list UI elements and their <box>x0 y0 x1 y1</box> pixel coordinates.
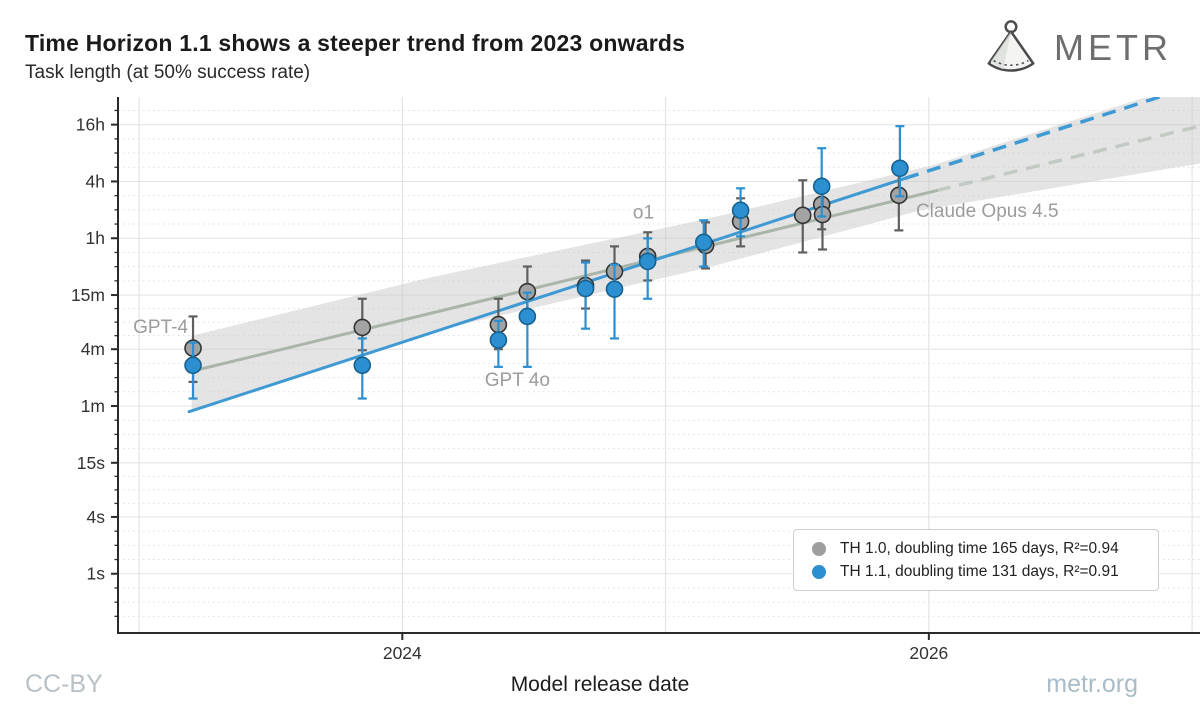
data-point <box>184 356 202 375</box>
confidence-band <box>191 97 1200 411</box>
chart-subtitle: Task length (at 50% success rate) <box>25 62 311 83</box>
annotation-claude-opus-4-5: Claude Opus 4.5 <box>916 201 1059 222</box>
y-tick-label: 4m <box>81 339 105 359</box>
x-tick-label: 2026 <box>909 643 948 663</box>
y-tick-label: 1s <box>87 564 106 584</box>
legend-item-th11: TH 1.1, doubling time 131 days, R²=0.91 <box>804 560 1146 583</box>
data-point <box>353 356 372 375</box>
data-point <box>891 159 909 178</box>
y-tick-label: 15m <box>71 285 105 305</box>
trend-line-solid-TH11 <box>187 176 907 414</box>
y-tick-label: 1m <box>81 396 105 416</box>
x-tick-label: 2024 <box>383 643 422 663</box>
data-point <box>576 279 595 298</box>
chart-legend: TH 1.0, doubling time 165 days, R²=0.94 … <box>793 529 1159 591</box>
license-label: CC-BY <box>25 670 103 698</box>
plot-inner <box>118 97 1200 633</box>
th10-marker-icon <box>812 541 826 556</box>
legend-label-th10: TH 1.0, doubling time 165 days, R²=0.94 <box>840 539 1119 557</box>
data-point <box>812 177 831 196</box>
series-th-1-1 <box>184 125 909 400</box>
page-title: Time Horizon 1.1 shows a steeper trend f… <box>25 30 686 56</box>
metronome-icon <box>987 20 1035 72</box>
annotation-gpt-4o: GPT 4o <box>485 370 550 391</box>
legend-label-th11: TH 1.1, doubling time 131 days, R²=0.91 <box>840 562 1119 580</box>
annotation-gpt-4: GPT-4 <box>133 317 188 338</box>
site-watermark: metr.org <box>1046 670 1138 698</box>
y-tick-label: 16h <box>76 115 105 135</box>
y-tick-label: 1h <box>86 228 105 248</box>
annotation-o1: o1 <box>633 202 654 223</box>
y-tick-label: 4s <box>87 507 106 527</box>
trend-line-solid-TH10 <box>187 189 939 374</box>
y-tick-label: 4h <box>86 171 105 191</box>
metr-brand: METR <box>982 18 1172 78</box>
brand-name: METR <box>1054 27 1172 68</box>
x-axis-title: Model release date <box>510 673 690 696</box>
th11-marker-icon <box>812 564 826 579</box>
data-point <box>353 318 372 337</box>
data-point <box>793 206 812 225</box>
data-point <box>731 201 750 220</box>
data-point <box>518 307 537 326</box>
data-point <box>638 252 657 271</box>
legend-item-th10: TH 1.0, doubling time 165 days, R²=0.94 <box>804 537 1146 560</box>
data-point <box>489 331 508 349</box>
data-point <box>694 233 713 252</box>
data-point <box>605 280 624 298</box>
y-tick-label: 15s <box>77 453 105 473</box>
